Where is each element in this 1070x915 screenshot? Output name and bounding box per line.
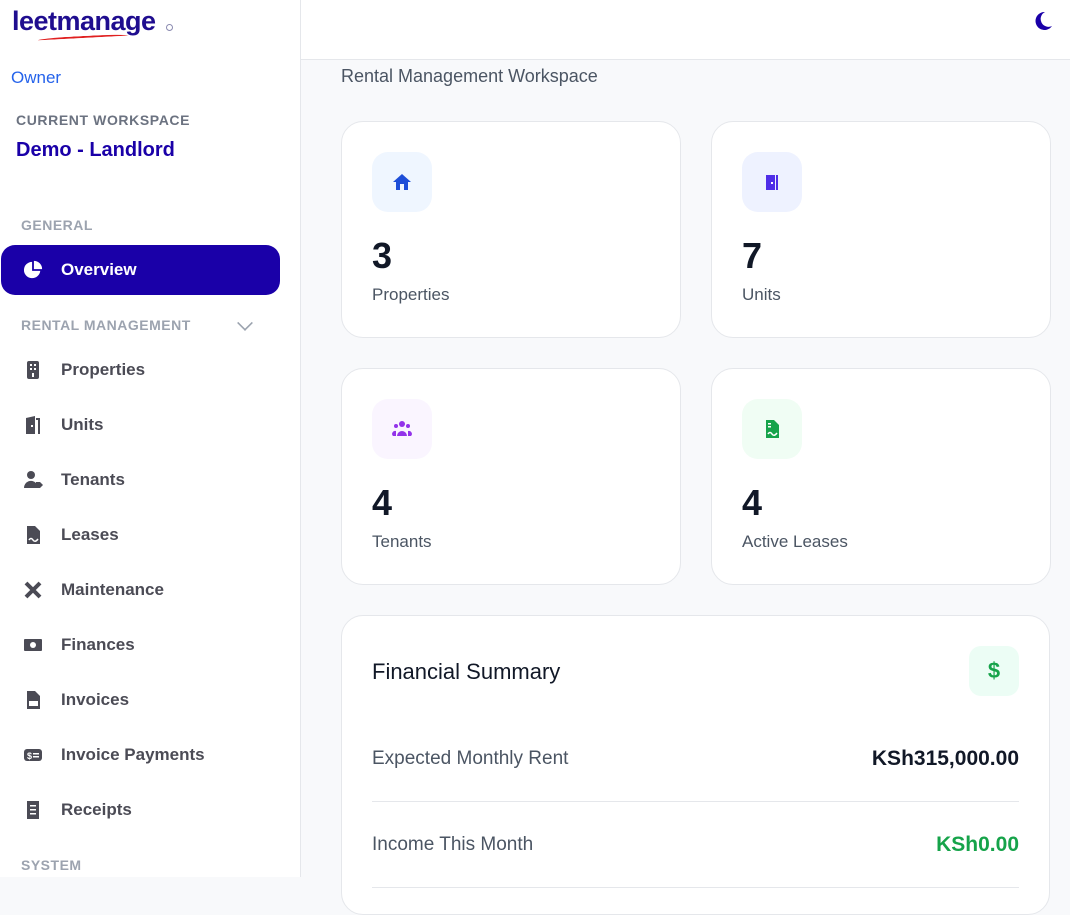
row-label: Income This Month: [372, 833, 534, 855]
stat-card-tenants[interactable]: 4 Tenants: [341, 368, 681, 585]
sidebar-item-label: Maintenance: [61, 580, 164, 599]
money-bill-icon: [23, 635, 43, 655]
income-row: Income This Month KSh0.00: [372, 802, 1019, 888]
stat-card-properties[interactable]: 3 Properties: [341, 121, 681, 338]
section-system: SYSTEM: [21, 857, 82, 873]
stat-label: Units: [742, 285, 781, 304]
sidebar-item-label: Properties: [61, 360, 146, 379]
chevron-down-icon[interactable]: [237, 315, 253, 331]
sidebar-item-properties[interactable]: Properties: [1, 345, 280, 395]
sidebar-item-label: Receipts: [61, 800, 132, 819]
stat-card-active-leases[interactable]: 4 Active Leases: [711, 368, 1051, 585]
file-invoice-icon: [23, 690, 43, 710]
stat-label: Tenants: [372, 532, 432, 551]
sidebar-item-tenants[interactable]: Tenants: [1, 455, 280, 505]
door-icon: [742, 152, 802, 212]
money-check-icon: $: [23, 745, 43, 765]
stat-label: Active Leases: [742, 532, 848, 551]
sidebar-item-label: Tenants: [61, 470, 125, 489]
stat-card-units[interactable]: 7 Units: [711, 121, 1051, 338]
file-contract-icon: [742, 399, 802, 459]
sidebar-item-maintenance[interactable]: Maintenance: [1, 565, 280, 615]
financial-summary-title: Financial Summary: [372, 659, 561, 684]
sidebar-item-units[interactable]: Units: [1, 400, 280, 450]
stat-value: 7: [742, 235, 763, 276]
expected-rent-row: Expected Monthly Rent KSh315,000.00: [372, 716, 1019, 802]
page-subtitle: Rental Management Workspace: [341, 66, 598, 86]
sidebar-item-invoices[interactable]: Invoices: [1, 675, 280, 725]
row-value: KSh0.00: [936, 832, 1019, 856]
row-label: Expected Monthly Rent: [372, 747, 569, 769]
stat-value: 4: [372, 482, 393, 523]
sidebar-item-label: Finances: [61, 635, 135, 654]
svg-text:$: $: [27, 751, 32, 761]
sidebar-item-overview[interactable]: Overview: [1, 245, 280, 295]
dollar-icon: $: [969, 646, 1019, 696]
stat-value: 3: [372, 235, 393, 276]
receipt-icon: [23, 800, 43, 820]
sidebar-item-label: Leases: [61, 525, 119, 544]
workspace-name[interactable]: Demo - Landlord: [16, 139, 175, 161]
sidebar-item-label: Invoices: [61, 690, 130, 709]
user-tag-icon: [23, 470, 43, 490]
sidebar-item-finances[interactable]: Finances: [1, 620, 280, 670]
sidebar-item-receipts[interactable]: Receipts: [1, 785, 280, 835]
home-icon: [372, 152, 432, 212]
building-icon: [23, 360, 43, 380]
section-general: GENERAL: [21, 217, 93, 233]
sidebar-item-leases[interactable]: Leases: [1, 510, 280, 560]
top-header: [301, 0, 1070, 60]
sidebar-item-label: Overview: [61, 260, 137, 279]
user-role: Owner: [11, 68, 62, 87]
sidebar: leetmanage Owner CURRENT WORKSPACE Demo …: [0, 0, 301, 877]
file-signature-icon: [23, 525, 43, 545]
pie-chart-icon: [23, 260, 43, 280]
financial-summary-card: Financial Summary $ Expected Monthly Ren…: [341, 615, 1050, 915]
users-icon: [372, 399, 432, 459]
row-value: KSh315,000.00: [871, 746, 1019, 770]
logo[interactable]: leetmanage: [12, 6, 156, 36]
moon-icon[interactable]: [1032, 10, 1054, 37]
stat-value: 4: [742, 482, 763, 523]
door-icon: [23, 415, 43, 435]
sidebar-item-label: Invoice Payments: [61, 745, 205, 764]
section-rental-management[interactable]: RENTAL MANAGEMENT: [21, 317, 191, 333]
logo-registered-mark: [166, 24, 173, 31]
sidebar-item-invoice-payments[interactable]: $ Invoice Payments: [1, 730, 280, 780]
tools-icon: [23, 580, 43, 600]
workspace-label: CURRENT WORKSPACE: [16, 112, 191, 128]
stat-label: Properties: [372, 285, 450, 304]
sidebar-item-label: Units: [61, 415, 104, 434]
